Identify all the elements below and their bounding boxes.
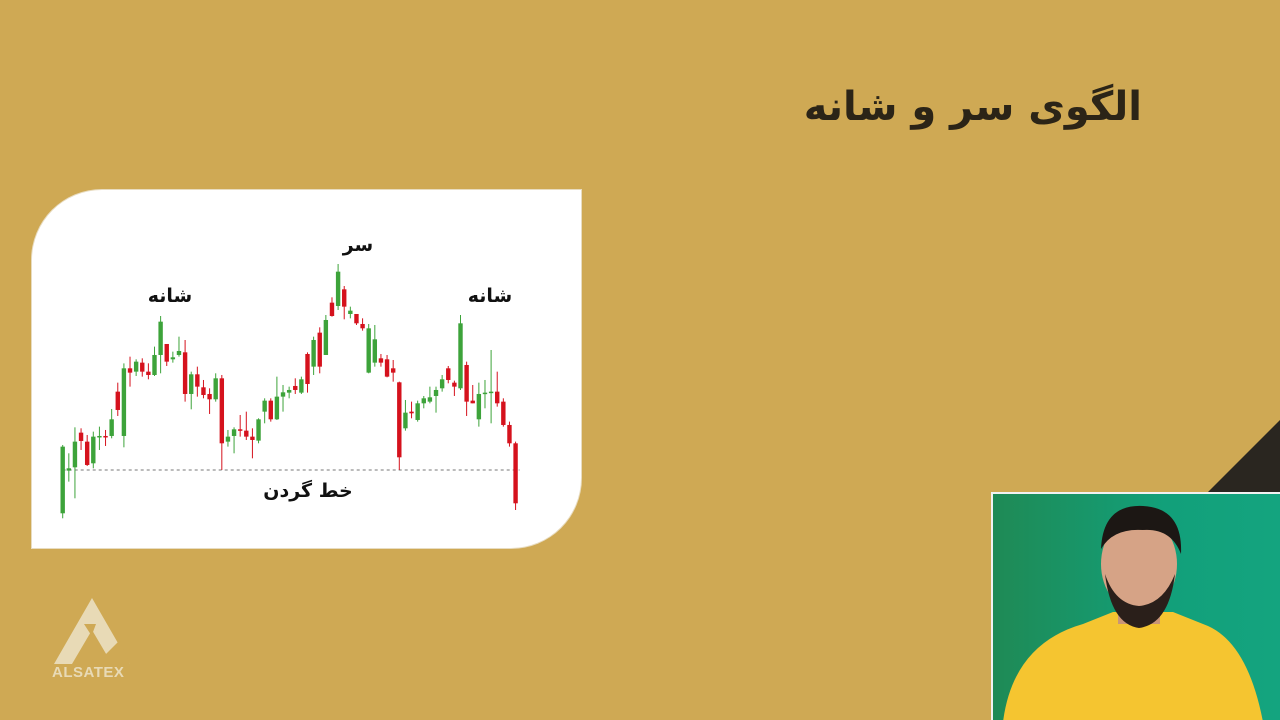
candle-down (195, 374, 200, 387)
candle-down (78, 432, 84, 441)
neckline-label: خط گردن (263, 480, 353, 502)
candle-down (409, 411, 414, 414)
candle-up (121, 368, 127, 436)
alsatex-logo-icon (54, 598, 130, 664)
candle-down (501, 401, 506, 425)
candle-down (452, 382, 457, 387)
candle-up (280, 392, 286, 397)
candle-up (488, 391, 494, 394)
candle-up (458, 323, 463, 389)
candle-up (415, 403, 420, 420)
candle-up (72, 441, 78, 468)
candle-down (513, 443, 518, 504)
candle-up (482, 392, 488, 395)
logo-text: ALSATEX (52, 664, 125, 681)
candle-down (384, 359, 390, 377)
candle-down (464, 364, 469, 402)
right-shoulder-label: شانه (467, 285, 513, 307)
candle-up (256, 419, 261, 441)
candle-up (372, 339, 378, 363)
candlestick-chart-svg (60, 263, 520, 519)
candle-down (219, 378, 225, 444)
candle-up (323, 319, 329, 355)
candle-up (170, 357, 176, 360)
candle-down (378, 358, 384, 363)
candle-up (348, 310, 353, 314)
candle-up (439, 379, 445, 389)
candle-up (158, 321, 163, 355)
candle-down (354, 313, 359, 324)
candle-up (60, 446, 65, 514)
candle-down (127, 368, 133, 373)
candle-up (421, 398, 426, 404)
candle-down (360, 323, 365, 329)
candle-down (84, 441, 90, 465)
candle-down (293, 385, 298, 390)
candle-up (189, 374, 194, 394)
candle-down (146, 371, 151, 375)
candle-up (476, 393, 482, 420)
candle-down (329, 302, 335, 316)
candle-up (286, 389, 292, 393)
slide-title: الگوی سر و شانه (803, 84, 1142, 130)
candle-down (182, 352, 188, 394)
candle-up (299, 379, 304, 393)
candle-down (507, 424, 512, 444)
head-and-shoulders-chart: سر شانه شانه خط گردن (32, 190, 581, 548)
head-label: سر (342, 234, 374, 256)
candle-down (201, 387, 206, 395)
candle-down (397, 382, 402, 458)
candle-up (366, 328, 371, 373)
presenter-silhouette (1003, 505, 1263, 720)
candle-down (470, 400, 475, 404)
candle-up (97, 435, 102, 438)
candle-up (427, 397, 433, 402)
candle-down (140, 362, 145, 372)
candle-down (250, 436, 255, 440)
candle-up (91, 436, 96, 464)
candle-down (115, 391, 120, 410)
candle-down (103, 435, 108, 438)
candle-down (237, 429, 243, 431)
candle-up (213, 378, 218, 400)
candle-down (390, 368, 396, 373)
candle-down (495, 391, 500, 404)
candle-up (403, 412, 408, 429)
candle-up (433, 389, 439, 396)
candle-up (274, 396, 280, 420)
candle-up (133, 361, 139, 372)
candle-up (311, 339, 316, 367)
candle-down (268, 400, 273, 420)
candle-down (305, 353, 310, 384)
candle-up (66, 468, 72, 471)
candle-down (446, 368, 451, 380)
candle-up (225, 436, 231, 442)
candle-up (152, 354, 157, 375)
left-shoulder-label: شانه (147, 285, 193, 307)
candle-down (207, 393, 212, 400)
candle-up (109, 419, 114, 436)
candle-down (164, 343, 169, 362)
candle-up (262, 400, 267, 412)
corner-decoration (1208, 420, 1280, 492)
candle-down (244, 430, 249, 437)
candle-up (335, 271, 341, 306)
presenter-webcam (991, 492, 1280, 720)
candle-down (317, 332, 322, 367)
candle-up (176, 350, 182, 355)
candle-up (231, 429, 237, 436)
candle-down (342, 289, 347, 307)
